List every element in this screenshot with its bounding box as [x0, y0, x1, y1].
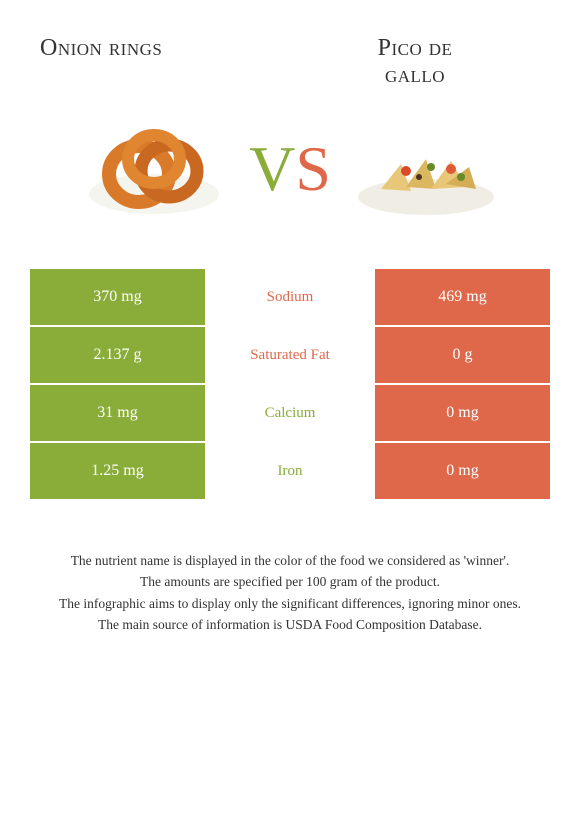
- left-value: 1.25 mg: [30, 443, 205, 499]
- table-row: 1.25 mg Iron 0 mg: [30, 443, 550, 501]
- vs-row: VS: [0, 109, 580, 249]
- right-value: 469 mg: [375, 269, 550, 325]
- footer-line: The amounts are specified per 100 gram o…: [30, 572, 550, 592]
- vs-v: V: [249, 133, 295, 204]
- table-row: 370 mg Sodium 469 mg: [30, 269, 550, 327]
- footer-notes: The nutrient name is displayed in the co…: [0, 521, 580, 656]
- nutrient-name: Iron: [205, 443, 375, 499]
- food-title-left: Onion rings: [30, 35, 290, 89]
- nutrient-name: Saturated Fat: [205, 327, 375, 383]
- footer-line: The main source of information is USDA F…: [30, 615, 550, 635]
- food-title-right: Pico de gallo: [290, 35, 550, 89]
- left-value: 31 mg: [30, 385, 205, 441]
- right-value: 0 mg: [375, 385, 550, 441]
- right-value: 0 g: [375, 327, 550, 383]
- table-row: 31 mg Calcium 0 mg: [30, 385, 550, 443]
- nutrient-name: Calcium: [205, 385, 375, 441]
- vs-s: S: [295, 133, 331, 204]
- food-title-right-line1: Pico de: [378, 35, 453, 61]
- left-value: 2.137 g: [30, 327, 205, 383]
- table-row: 2.137 g Saturated Fat 0 g: [30, 327, 550, 385]
- food-title-right-line2: gallo: [385, 62, 445, 88]
- onion-rings-image: [79, 119, 229, 219]
- left-value: 370 mg: [30, 269, 205, 325]
- right-value: 0 mg: [375, 443, 550, 499]
- nutrient-name: Sodium: [205, 269, 375, 325]
- footer-line: The nutrient name is displayed in the co…: [30, 551, 550, 571]
- header: Onion rings Pico de gallo: [0, 0, 580, 109]
- nutrient-table: 370 mg Sodium 469 mg 2.137 g Saturated F…: [30, 269, 550, 501]
- vs-label: VS: [249, 132, 331, 206]
- pico-de-gallo-image: [351, 119, 501, 219]
- footer-line: The infographic aims to display only the…: [30, 594, 550, 614]
